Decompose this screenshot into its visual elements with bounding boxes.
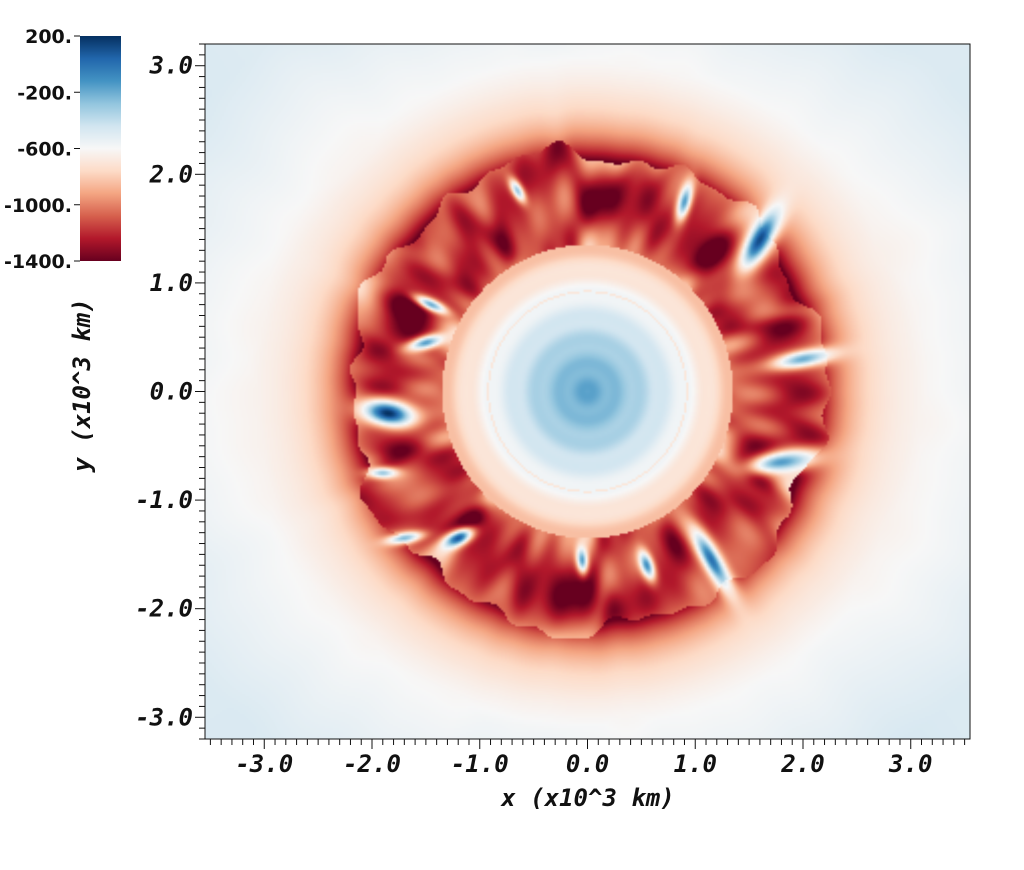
y-tick-label: 3.0 xyxy=(149,52,193,80)
x-axis: -3.0 -2.0 -1.0 0.0 1.0 2.0 3.0 xyxy=(209,739,966,778)
colorbar-bar xyxy=(80,36,121,261)
y-axis: -3.0 -2.0 -1.0 0.0 1.0 2.0 3.0 xyxy=(135,43,205,740)
x-axis-title: x (x10^3 km) xyxy=(500,784,674,812)
colorbar-tick-label: 200. xyxy=(25,26,72,48)
y-tick-label: 2.0 xyxy=(149,160,193,188)
colorbar-tick-label: -1400. xyxy=(4,251,72,273)
y-tick-label: -3.0 xyxy=(135,703,193,731)
plot-area xyxy=(204,43,971,740)
x-tick-label: -2.0 xyxy=(343,750,401,778)
y-tick-label: -1.0 xyxy=(135,486,193,514)
x-tick-label: -3.0 xyxy=(235,750,293,778)
x-tick-label: 1.0 xyxy=(674,750,717,778)
colorbar-tick-label: -200. xyxy=(17,82,72,104)
y-tick-label: 0.0 xyxy=(150,378,193,406)
colorbar-tick-label: -1000. xyxy=(4,195,72,217)
x-tick-label: 0.0 xyxy=(566,750,609,778)
colorbar: 200. -200. -600. -1000. -1400. xyxy=(4,26,121,273)
heatmap-field xyxy=(205,44,970,739)
colorbar-ticks: 200. -200. -600. -1000. -1400. xyxy=(4,26,80,273)
y-tick-label: 1.0 xyxy=(150,269,193,297)
colorbar-tick-label: -600. xyxy=(17,139,72,161)
x-tick-label: 3.0 xyxy=(888,750,932,778)
x-tick-label: 2.0 xyxy=(780,750,824,778)
y-axis-title: y (x10^3 km) xyxy=(68,298,96,473)
x-tick-label: -1.0 xyxy=(451,750,509,778)
y-tick-label: -2.0 xyxy=(135,595,193,623)
